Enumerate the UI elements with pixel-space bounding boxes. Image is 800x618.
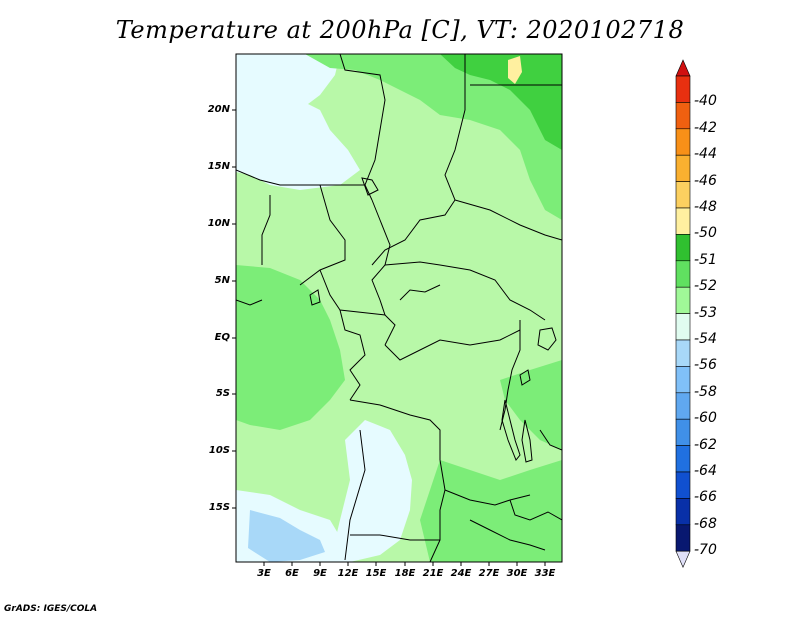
field-green-north-inner <box>440 54 562 150</box>
colorbar-swatch <box>675 154 691 182</box>
lon-label-27e: 27E <box>478 568 500 579</box>
colorbar-label: -62 <box>694 436 717 453</box>
grads-credit: GrADS: IGES/COLA <box>4 604 98 614</box>
lon-label-12e: 12E <box>337 568 359 579</box>
lat-ticks <box>232 109 236 509</box>
lat-label-20n: 20N <box>207 104 230 115</box>
lat-label-eq: EQ <box>214 332 230 343</box>
colorbar-label: -70 <box>694 542 717 559</box>
colorbar-swatch <box>675 339 691 367</box>
colorbar-label: -48 <box>694 199 717 215</box>
lon-label-15e: 15E <box>365 568 387 579</box>
colorbar-swatch <box>675 128 691 156</box>
colorbar-label: -53 <box>694 304 717 321</box>
map-title: Temperature at 200hPa [C], VT: 202010271… <box>115 16 685 44</box>
colorbar-swatch <box>675 260 691 288</box>
field-green-west <box>236 265 345 430</box>
colorbar-label: -46 <box>694 172 717 189</box>
colorbar-swatch <box>675 234 691 262</box>
lon-label-21e: 21E <box>422 568 444 579</box>
colorbar-swatch <box>675 313 691 341</box>
colorbar-swatch <box>675 445 691 473</box>
colorbar-swatch <box>675 181 691 209</box>
field-cool-sahel <box>236 92 360 190</box>
field-cool-south <box>330 420 412 562</box>
lat-label-5s: 5S <box>215 388 230 399</box>
colorbar-label: -68 <box>694 515 717 532</box>
colorbar-label: -40 <box>694 93 717 110</box>
lon-label-18e: 18E <box>394 568 416 579</box>
colorbar <box>675 59 691 568</box>
lon-label-9e: 9E <box>313 568 327 579</box>
temperature-field <box>236 54 562 562</box>
field-green-north <box>305 54 562 220</box>
lat-label-15s: 15S <box>208 502 230 513</box>
colorbar-label: -60 <box>694 410 717 427</box>
colorbar-swatch <box>675 418 691 446</box>
lat-label-10s: 10S <box>208 445 230 456</box>
colorbar-swatch <box>675 75 691 103</box>
colorbar-label: -64 <box>694 463 717 479</box>
field-yellow-spot <box>508 56 522 84</box>
colorbar-swatch <box>675 207 691 235</box>
colorbar-swatch <box>675 366 691 394</box>
colorbar-swatch <box>675 286 691 314</box>
lon-label-6e: 6E <box>285 568 299 579</box>
lon-label-33e: 33E <box>534 568 556 579</box>
colorbar-label: -51 <box>694 251 717 268</box>
colorbar-bottom-arrow <box>675 550 691 568</box>
colorbar-label: -66 <box>694 489 717 506</box>
lon-label-30e: 30E <box>506 568 528 579</box>
colorbar-label: -54 <box>694 331 717 347</box>
lon-label-3e: 3E <box>257 568 271 579</box>
colorbar-swatch <box>675 498 691 526</box>
field-cold-southwest <box>248 510 325 562</box>
lon-ticks <box>263 562 546 566</box>
colorbar-label: -56 <box>694 357 717 374</box>
colorbar-top-arrow <box>675 59 691 77</box>
colorbar-swatch <box>675 102 691 130</box>
colorbar-swatch <box>675 524 691 552</box>
field-green-east <box>500 360 562 450</box>
colorbar-label: -52 <box>694 278 717 295</box>
colorbar-label: -42 <box>694 119 717 136</box>
country-borders <box>236 54 562 562</box>
field-green-southeast <box>420 460 562 562</box>
colorbar-label: -44 <box>694 146 717 163</box>
colorbar-label: -58 <box>694 383 717 400</box>
colorbar-swatch <box>675 392 691 420</box>
lat-label-5n: 5N <box>214 275 230 286</box>
lon-label-24e: 24E <box>450 568 472 579</box>
colorbar-label: -50 <box>694 225 717 242</box>
lakes <box>309 177 557 463</box>
lat-label-10n: 10N <box>207 218 230 229</box>
map-frame <box>235 53 563 563</box>
lat-label-15n: 15N <box>207 161 230 172</box>
colorbar-swatch <box>675 471 691 499</box>
